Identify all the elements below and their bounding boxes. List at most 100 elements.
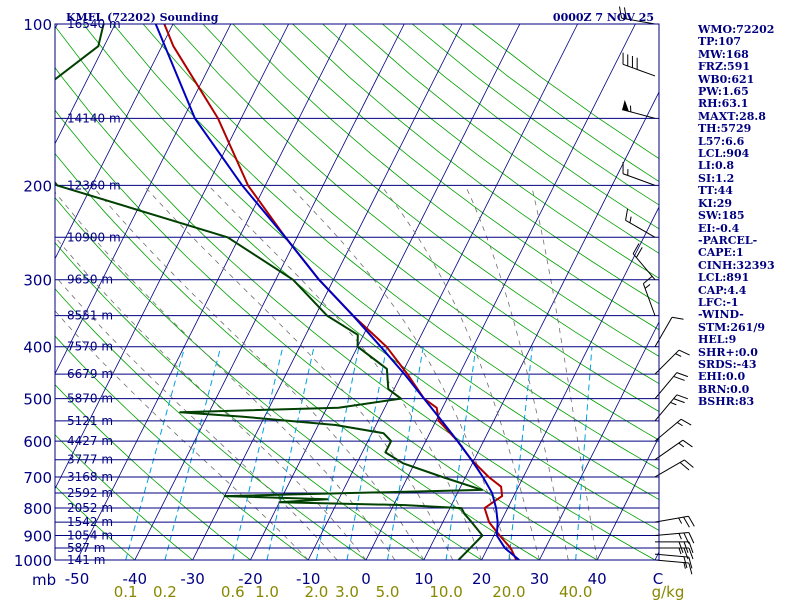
wind-barb-shaft — [654, 317, 673, 347]
wind-barb-shaft — [642, 283, 656, 316]
wind-barb-flag — [618, 6, 623, 19]
stat-line: L57:6.6 — [698, 134, 745, 148]
valid-time: 0000Z 7 NOV 25 — [553, 11, 654, 24]
wind-barb-flag — [676, 394, 689, 400]
wind-barb-shaft — [625, 219, 656, 238]
height-label: 6679 m — [67, 367, 113, 381]
wind-barb-shaft — [654, 559, 689, 564]
stat-line: TH:5729 — [698, 122, 752, 136]
wind-barb-flag — [643, 275, 653, 285]
wind-barb — [654, 439, 693, 461]
isotherms — [55, 24, 659, 560]
wind-barb-flag — [688, 532, 695, 544]
temperature-unit-label: C — [653, 570, 663, 588]
wind-barb-flag — [683, 541, 689, 554]
stat-line: SW:185 — [698, 209, 745, 223]
stat-line: LCL:891 — [698, 271, 750, 285]
wind-barb-flag — [676, 372, 689, 378]
height-label: 141 m — [67, 553, 105, 567]
stat-line: SI:1.2 — [698, 171, 735, 185]
mixing-ratio-lines — [125, 346, 593, 560]
height-label: 16540 m — [67, 17, 121, 31]
stat-line: BRN:0.0 — [698, 382, 750, 396]
wind-barb-flag — [684, 459, 694, 468]
height-label: 3777 m — [67, 453, 113, 467]
stat-line: LFC:-1 — [698, 295, 739, 309]
stat-line: KI:29 — [698, 196, 733, 210]
wind-barb — [654, 316, 684, 347]
temperature-tick-label: 0 — [361, 570, 371, 588]
wind-barb-flag — [683, 547, 689, 560]
temperature-tick-label: 20 — [472, 570, 491, 588]
wind-barb-flag — [678, 541, 684, 554]
stat-line: HEL:9 — [698, 333, 737, 347]
stat-line: RH:63.1 — [698, 97, 749, 111]
mixing-ratio-label: 0.1 — [114, 583, 138, 600]
wind-barb-shaft — [621, 17, 656, 25]
isotherm-line — [55, 24, 116, 145]
stat-line: BSHR:83 — [698, 395, 755, 409]
height-label: 5870 m — [67, 392, 113, 406]
stat-line: PW:1.65 — [698, 85, 749, 99]
mixing-ratio-line — [232, 346, 284, 560]
wind-barb-shaft — [632, 253, 656, 281]
isotherm-line — [76, 24, 347, 560]
stat-line: TP:107 — [698, 35, 742, 49]
temperature-tick-label: 10 — [414, 570, 433, 588]
wind-barb-flag — [678, 349, 690, 356]
mixing-ratio-line — [346, 346, 388, 560]
wind-barb — [622, 162, 656, 186]
height-label: 5121 m — [67, 414, 113, 428]
wind-barb-shaft — [654, 515, 689, 523]
stat-line: CAP:4.4 — [698, 283, 747, 297]
temperature-tick-label: -20 — [238, 570, 263, 588]
stat-line: SHR+:0.0 — [698, 345, 758, 359]
wind-barb-flag — [683, 556, 688, 569]
height-label: 9650 m — [67, 273, 113, 287]
stat-line: WB0:621 — [698, 72, 755, 86]
wind-barb-flag — [688, 541, 694, 554]
wind-barb — [654, 553, 693, 569]
mixing-ratio-line — [125, 346, 186, 560]
mixing-ratio-label: 2.0 — [304, 583, 328, 600]
pressure-label: 700 — [23, 469, 52, 487]
mixing-ratio-label: 0.6 — [221, 583, 245, 600]
stat-line: -WIND- — [698, 308, 744, 322]
mixing-ratio-label: 3.0 — [335, 583, 359, 600]
stat-line: SRDS:-43 — [698, 357, 757, 371]
pressure-label: 1000 — [14, 552, 52, 570]
wind-barb-flag — [635, 247, 643, 258]
mixing-ratio-label: 20.0 — [492, 583, 525, 600]
isotherm-line — [55, 24, 174, 260]
isotherm-line — [250, 24, 521, 560]
temperature-tick-label: 30 — [530, 570, 549, 588]
pressure-label: 200 — [23, 177, 52, 195]
wind-barb-flag — [632, 243, 640, 254]
stat-line: FRZ:591 — [698, 60, 751, 74]
wind-barb — [622, 99, 656, 119]
stat-line: -PARCEL- — [698, 233, 758, 247]
wind-barb-pennant — [622, 99, 629, 112]
stat-line: LCL:904 — [698, 147, 750, 161]
parcel-trace — [154, 24, 520, 560]
mixing-ratio-line — [266, 346, 315, 560]
wind-barb — [618, 6, 656, 25]
wind-barb-half-flag — [678, 533, 682, 540]
height-label: 10900 m — [67, 230, 121, 244]
wind-barb — [654, 559, 693, 575]
stat-line: MW:168 — [698, 47, 749, 61]
wind-barb-flag — [682, 439, 693, 448]
sounding-indices-panel: WMO:72202 TP:107 MW:168 FRZ:591 WB0:621 PW:1.… — [698, 23, 798, 409]
wind-barb — [632, 243, 656, 281]
wind-barb — [655, 541, 694, 554]
moist-adiabat-line — [55, 275, 338, 560]
mixing-ratio-label: 40.0 — [559, 583, 592, 600]
pressure-label: 300 — [23, 272, 52, 290]
temperature-tick-label: -40 — [123, 570, 148, 588]
wind-barb-flag — [625, 208, 629, 221]
wind-barb-shaft — [654, 459, 685, 478]
wind-barb-flag — [688, 556, 693, 569]
wind-barb-half-flag — [683, 562, 686, 569]
